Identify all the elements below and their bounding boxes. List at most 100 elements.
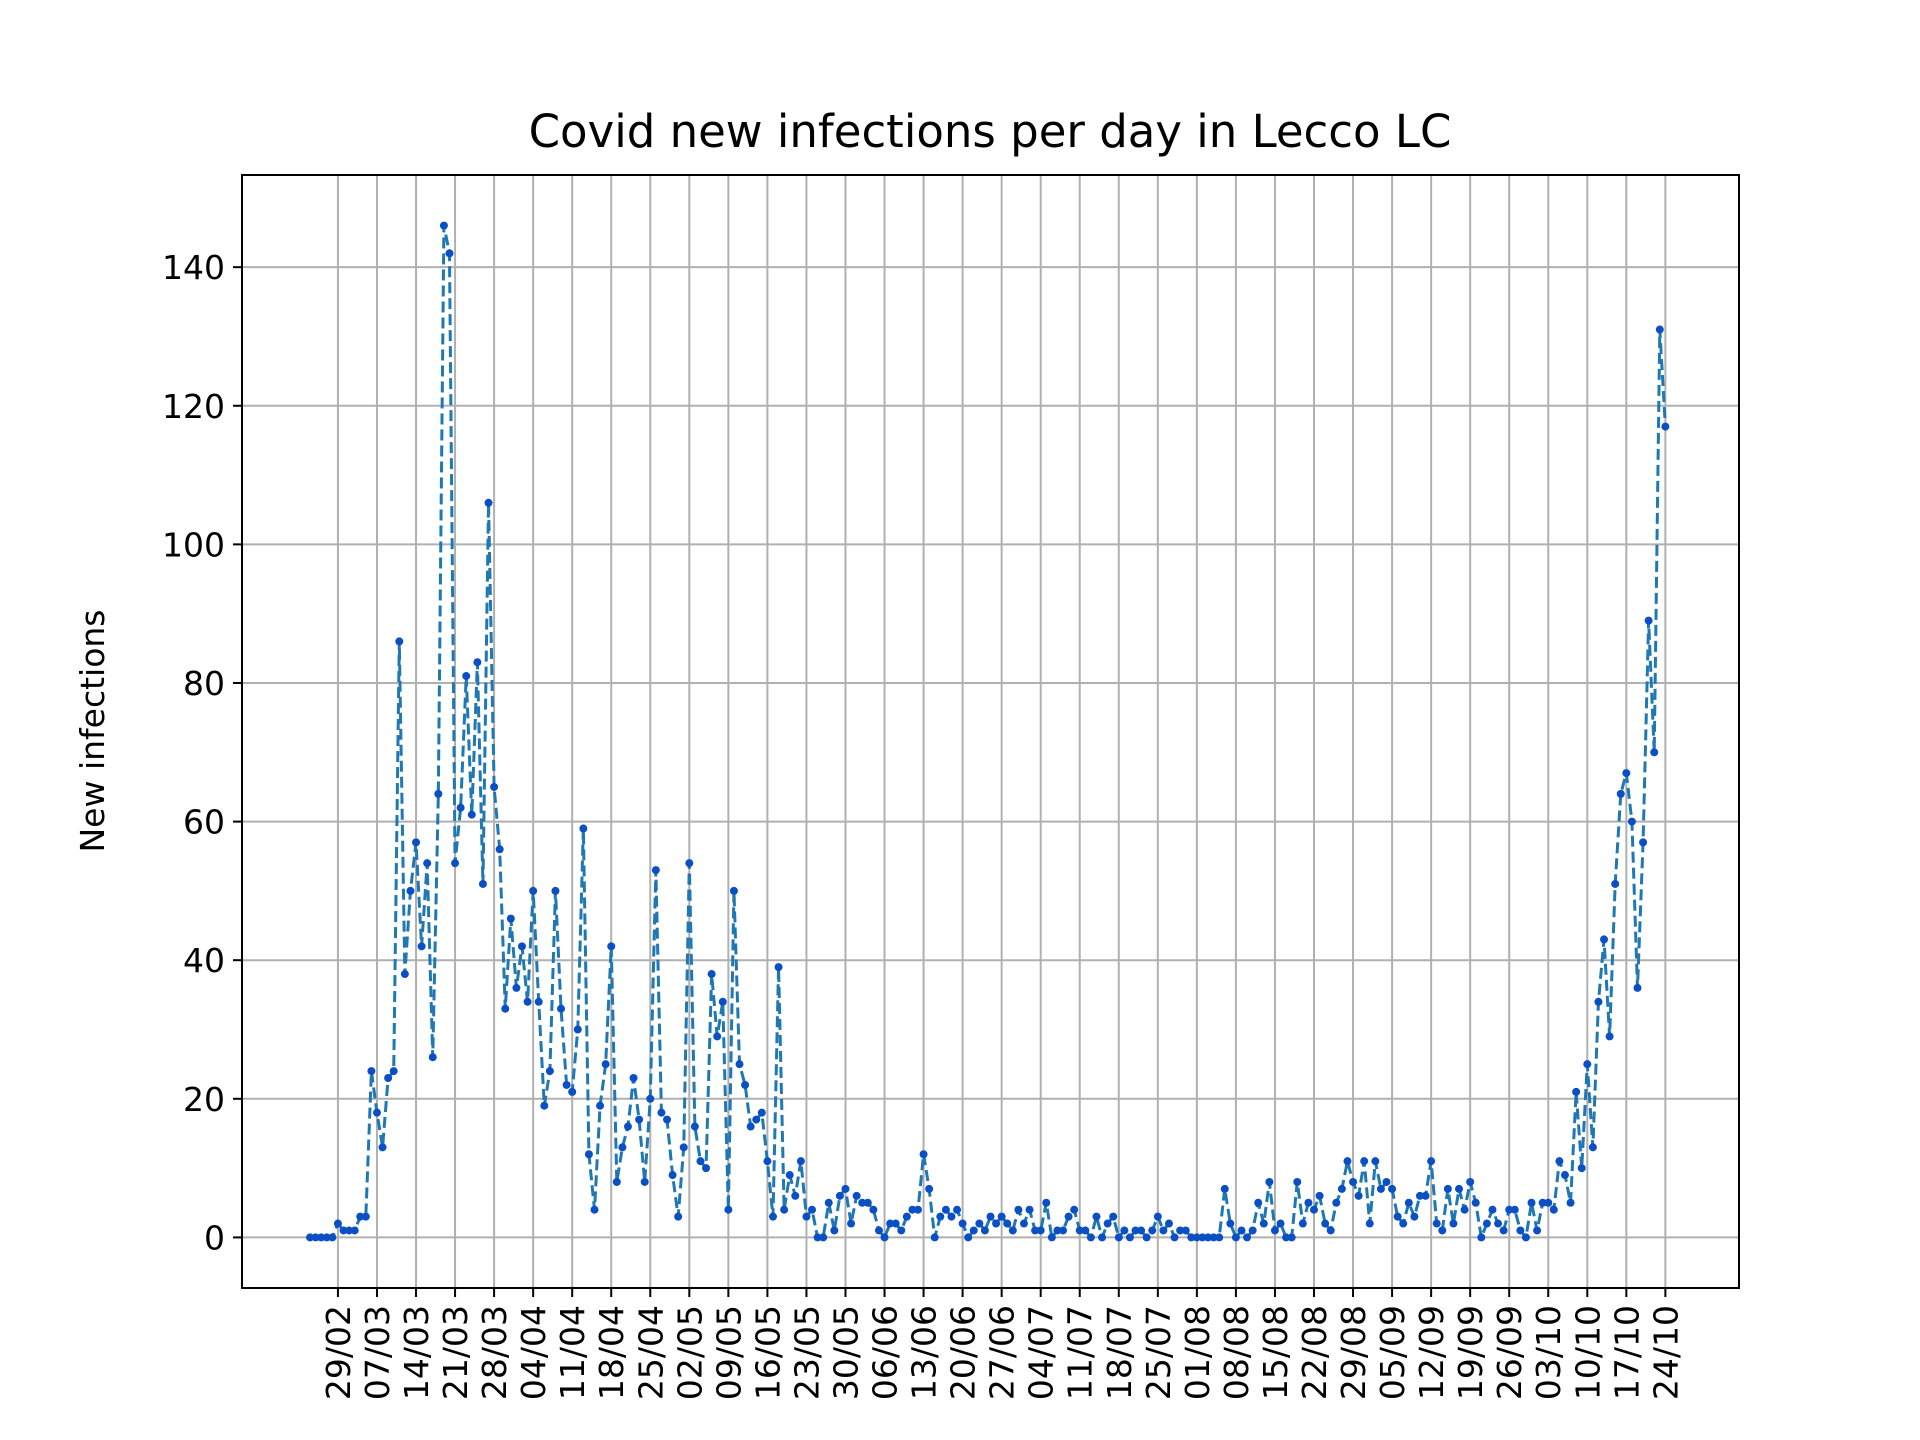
x-tick-label: 05/09 xyxy=(1373,1305,1412,1400)
data-point xyxy=(1549,1205,1558,1214)
data-point xyxy=(1566,1198,1575,1207)
data-point xyxy=(1304,1198,1313,1207)
data-point xyxy=(423,859,432,868)
data-point xyxy=(1404,1198,1413,1207)
data-point xyxy=(1616,789,1625,798)
data-point xyxy=(568,1087,577,1096)
data-point xyxy=(1092,1212,1101,1221)
data-point xyxy=(378,1143,387,1152)
x-tick-label: 18/07 xyxy=(1100,1305,1139,1400)
x-tick-label: 23/05 xyxy=(787,1305,826,1400)
data-point xyxy=(1153,1212,1162,1221)
x-tick-label: 13/06 xyxy=(905,1305,944,1400)
x-tick-label: 24/10 xyxy=(1646,1305,1685,1400)
data-point xyxy=(1650,748,1659,757)
x-tick-label: 06/06 xyxy=(866,1305,905,1400)
data-point xyxy=(813,1233,822,1242)
data-point xyxy=(880,1233,889,1242)
data-point xyxy=(964,1233,973,1242)
data-point xyxy=(1455,1184,1464,1193)
data-point xyxy=(1293,1177,1302,1186)
data-point xyxy=(562,1080,571,1089)
series-line xyxy=(310,224,1667,1239)
data-point xyxy=(690,1122,699,1131)
data-point xyxy=(590,1205,599,1214)
chart-title: Covid new infections per day in Lecco LC xyxy=(529,105,1452,158)
x-tick-label: 11/07 xyxy=(1061,1305,1100,1400)
data-point xyxy=(540,1101,549,1110)
data-point xyxy=(478,879,487,888)
data-point xyxy=(1560,1171,1569,1180)
data-point xyxy=(306,1233,315,1242)
data-point xyxy=(1365,1219,1374,1228)
data-point xyxy=(780,1205,789,1214)
data-point xyxy=(746,1122,755,1131)
data-point xyxy=(345,1226,354,1235)
data-point xyxy=(1042,1198,1051,1207)
data-point xyxy=(685,859,694,868)
x-tick-label: 11/04 xyxy=(553,1305,592,1400)
data-point xyxy=(1254,1198,1263,1207)
data-point xyxy=(1443,1184,1452,1193)
grid xyxy=(242,175,1739,1288)
data-point xyxy=(1661,422,1670,431)
data-point xyxy=(412,838,421,847)
data-point xyxy=(891,1219,900,1228)
data-point xyxy=(356,1212,365,1221)
data-point xyxy=(1644,616,1653,625)
y-tick-label: 0 xyxy=(204,1218,225,1257)
data-point xyxy=(713,1032,722,1041)
data-point xyxy=(1538,1198,1547,1207)
data-point xyxy=(1460,1205,1469,1214)
data-point xyxy=(863,1198,872,1207)
data-point xyxy=(1265,1177,1274,1186)
data-point xyxy=(830,1226,839,1235)
data-point xyxy=(986,1212,995,1221)
data-point xyxy=(1605,1032,1614,1041)
data-point xyxy=(651,866,660,875)
data-point xyxy=(997,1212,1006,1221)
data-point xyxy=(975,1219,984,1228)
x-tick-label: 22/08 xyxy=(1295,1305,1334,1400)
data-point xyxy=(1388,1184,1397,1193)
data-point xyxy=(551,886,560,895)
data-point xyxy=(1181,1226,1190,1235)
data-point xyxy=(1544,1198,1553,1207)
data-point xyxy=(791,1191,800,1200)
data-point xyxy=(808,1205,817,1214)
data-point xyxy=(417,942,426,951)
y-tick-label: 80 xyxy=(183,664,225,703)
data-point xyxy=(702,1164,711,1173)
data-point xyxy=(785,1171,794,1180)
data-point xyxy=(1259,1219,1268,1228)
data-point xyxy=(1059,1226,1068,1235)
data-point xyxy=(1410,1212,1419,1221)
data-point xyxy=(1577,1164,1586,1173)
data-point xyxy=(618,1143,627,1152)
data-point xyxy=(1159,1226,1168,1235)
data-point xyxy=(384,1074,393,1083)
data-point xyxy=(1583,1060,1592,1069)
data-point xyxy=(819,1233,828,1242)
data-point xyxy=(1064,1212,1073,1221)
data-point xyxy=(841,1184,850,1193)
data-point xyxy=(947,1212,956,1221)
data-point xyxy=(724,1205,733,1214)
x-tick-label: 07/03 xyxy=(358,1305,397,1400)
x-axis: 29/02 07/03 14/03 21/03 28/03 04/04 11/04 18/04… xyxy=(319,1288,1685,1400)
data-point xyxy=(1209,1233,1218,1242)
data-point xyxy=(1516,1226,1525,1235)
data-point xyxy=(1421,1191,1430,1200)
data-point xyxy=(1103,1219,1112,1228)
y-tick-label: 60 xyxy=(183,803,225,842)
data-point xyxy=(1114,1233,1123,1242)
data-point xyxy=(1036,1226,1045,1235)
x-tick-label: 17/10 xyxy=(1607,1305,1646,1400)
data-point xyxy=(674,1212,683,1221)
data-point xyxy=(1321,1219,1330,1228)
series-layer xyxy=(306,221,1670,1242)
data-point xyxy=(657,1108,666,1117)
data-point xyxy=(1226,1219,1235,1228)
